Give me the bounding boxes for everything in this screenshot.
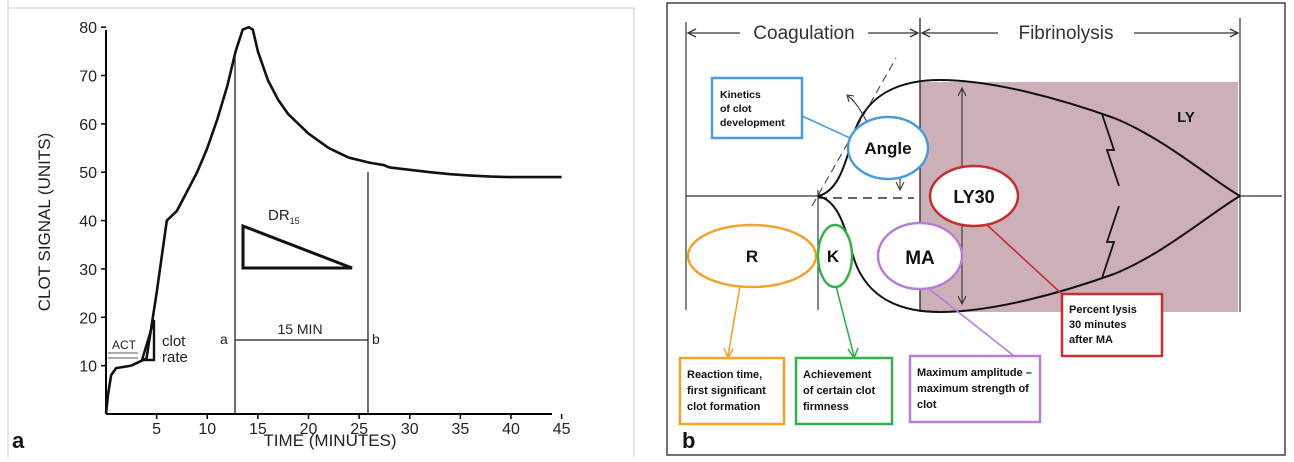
fibrinolysis-label: Fibrinolysis [1018,23,1113,44]
panel-a: 5 10 15 20 25 30 35 40 45 10 20 30 40 50 60 70 80 CLOT S… [0,0,640,457]
x-tick-label: 25 [350,421,368,438]
x-tick-label: 40 [502,421,520,438]
kinetics-box [710,76,804,140]
x-tick-label: 30 [401,421,419,438]
kinetics-connector [801,115,851,139]
fibrinolysis-arrowhead-right [1229,28,1240,38]
angle-down-arrowhead [895,181,905,192]
clot-label: clot [162,333,186,350]
ly-label: LY [1177,109,1195,126]
kinetics-text: Kinetics of clot development [720,89,785,129]
angle-arc-arrowhead [846,94,855,103]
marker-a-label: a [220,331,228,347]
angle-label: Angle [864,139,911,158]
x-axis-title: TIME (MINUTES) [263,431,396,450]
coagulation-arrowhead-right [909,28,920,38]
panel-letter-a: a [12,428,25,453]
diagram-frame [666,2,1286,456]
y-tick-label: 20 [79,310,97,327]
x-tick-label: 35 [451,421,469,438]
act-label: ACT [112,338,137,352]
x-tick-label: 10 [198,421,216,438]
ma-arrowhead-bottom [957,295,967,306]
percent-lysis-text: Percent lysis 30 minutes after MA [1069,304,1140,346]
lysis-zigzag-lower [1101,205,1120,279]
achievement-text: Achievement of certain clot firmness [803,369,878,413]
panel-letter-b: b [682,428,696,453]
max-amp-text: Maximum amplitude – maximum strength of … [917,367,1035,411]
teg-diagram: Coagulation Fibrinolysis R K Angl [666,2,1286,456]
k-ellipse [816,223,854,289]
clot-signal-curve [104,25,562,415]
dr15-triangle [241,223,353,270]
r-label: R [746,247,758,266]
y-tick-label: 50 [79,165,97,182]
y-tick-label: 70 [79,69,97,86]
ly30-label: LY30 [953,187,994,207]
y-tick-label: 40 [79,214,97,231]
y-tick-label: 30 [79,262,97,279]
achievement-box [794,356,894,426]
reaction-text: Reaction time, first significant clot fo… [687,369,769,413]
r-ellipse [686,223,818,289]
y-tick-label: 80 [79,20,97,37]
achievement-connector [835,285,855,357]
x-tick-label: 15 [249,421,267,438]
x-tick-label: 45 [553,421,571,438]
x-tick-label: 5 [152,421,161,438]
clot-signal-chart: 5 10 15 20 25 30 35 40 45 10 20 30 40 50 60 70 80 CLOT S… [7,0,635,457]
interval-label: 15 MIN [277,321,322,337]
ma-arrowhead-top [957,86,967,97]
lysis-zigzag-upper [1101,113,1120,187]
coagulation-label: Coagulation [753,23,854,44]
y-axis-title: CLOT SIGNAL (UNITS) [35,133,54,312]
coagulation-arrowhead-left [686,28,697,38]
k-label: K [827,247,840,266]
max-amp-box [908,354,1042,424]
panel-b: Coagulation Fibrinolysis R K Angl [664,0,1294,457]
reaction-connector [727,285,741,357]
max-amp-connector [927,287,1015,357]
ly30-ellipse [928,164,1020,228]
ly30-connector [985,223,1065,297]
ma-ellipse [876,221,964,291]
dr-label: DR15 [268,207,300,226]
ma-label: MA [905,248,935,269]
y-tick-label: 10 [79,359,97,376]
clot-rate-triangle [140,319,156,362]
reaction-box [678,356,786,426]
percent-lysis-box [1060,292,1164,358]
x-tick-label: 20 [300,421,318,438]
fibrinolysis-arrowhead-left [920,28,931,38]
rate-label: rate [162,349,188,366]
y-tick-label: 60 [79,117,97,134]
marker-b-label: b [372,331,380,347]
angle-ellipse [846,115,930,181]
